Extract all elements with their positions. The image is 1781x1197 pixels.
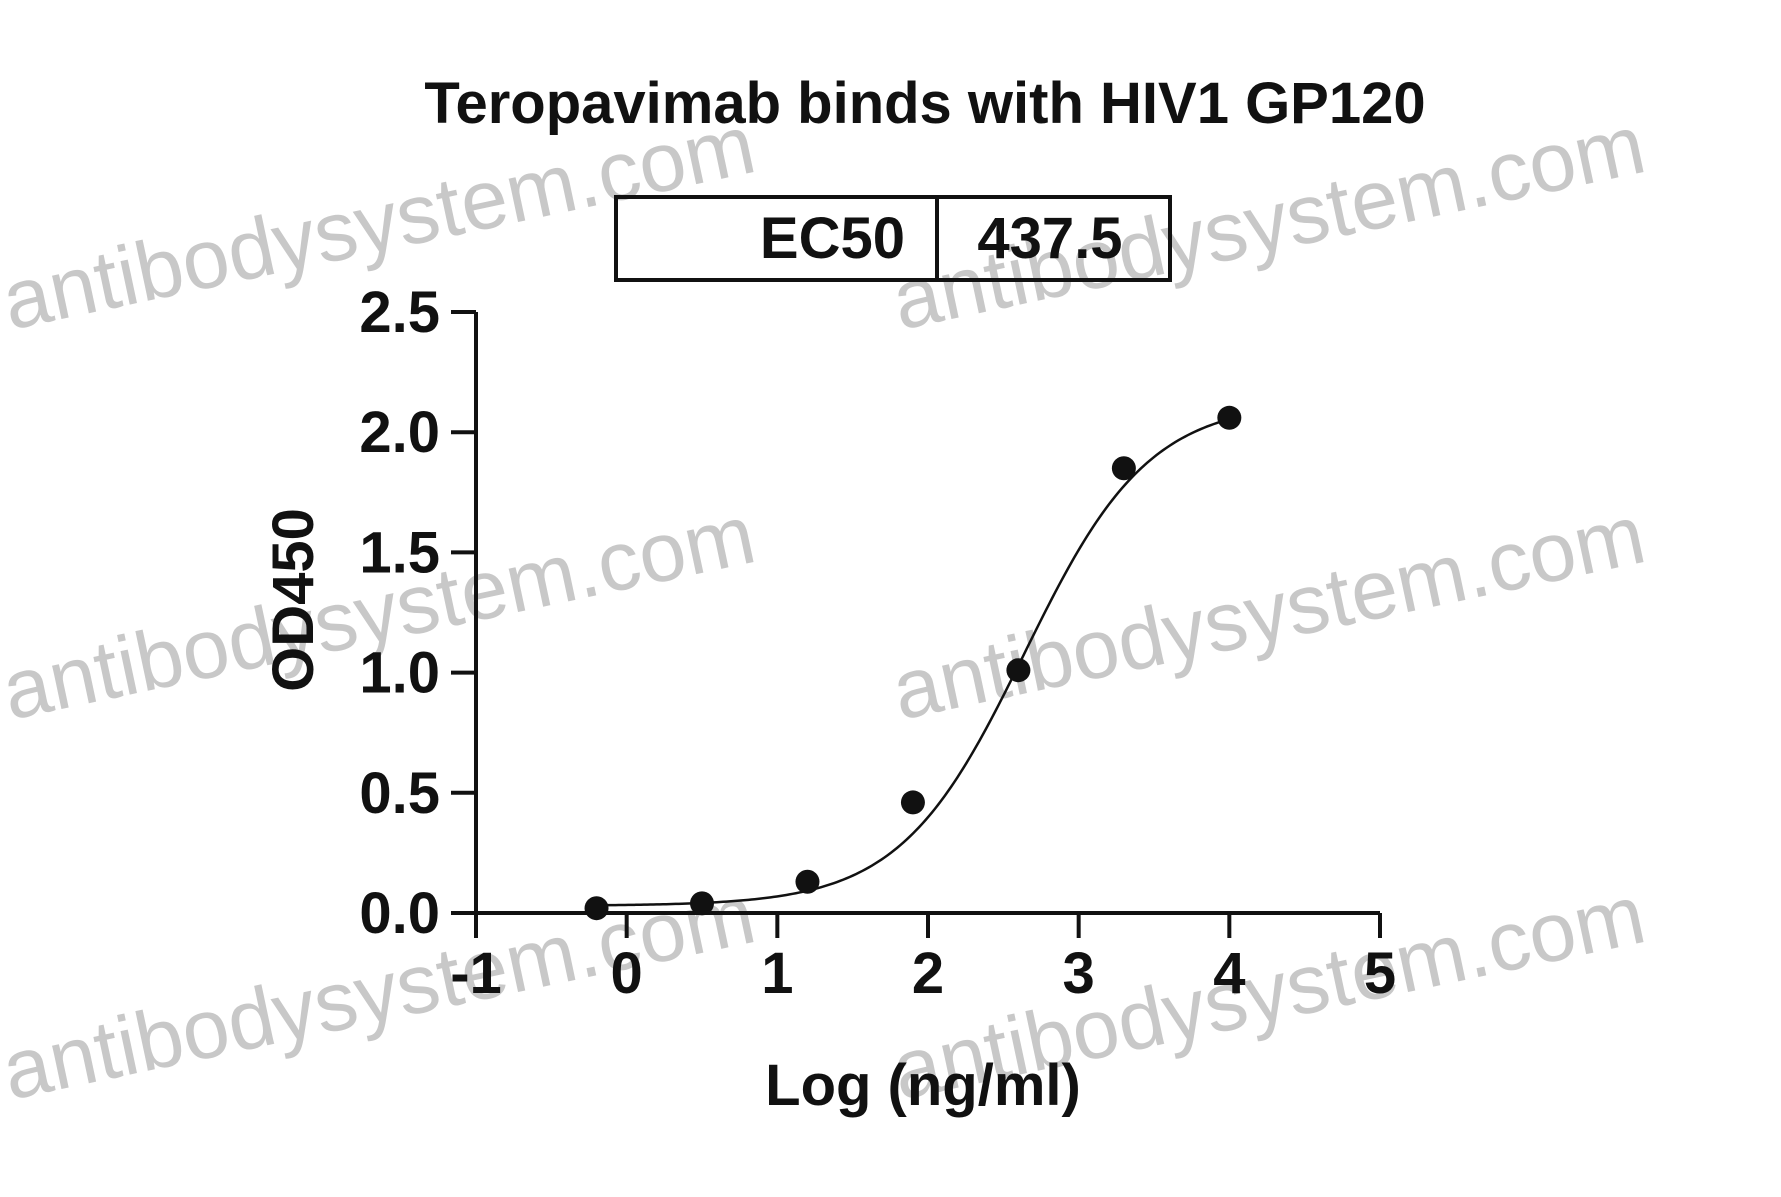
data-point-4 [1006, 658, 1031, 683]
y-tick-label-4: 2.0 [359, 400, 440, 465]
data-point-5 [1111, 456, 1136, 481]
x-tick-label-2: 1 [761, 941, 793, 1006]
x-tick-label-0: -1 [450, 941, 502, 1006]
data-points [584, 405, 1242, 921]
ec50-table: EC50 437.5 [614, 195, 1172, 282]
ec50-value: 437.5 [977, 206, 1122, 271]
watermark-text-4: antibodysystem.com [884, 486, 1652, 737]
ec50-table-border [614, 195, 1172, 282]
y-tick-label-0: 0.0 [359, 881, 440, 946]
data-point-6 [1217, 405, 1242, 430]
x-axis-label: Log (ng/ml) [765, 1053, 1081, 1118]
data-point-3 [900, 790, 925, 815]
y-tick-label-2: 1.0 [359, 641, 440, 706]
y-axis-label: OD450 [261, 508, 326, 692]
x-tick-label-4: 3 [1063, 941, 1095, 1006]
data-point-2 [795, 869, 820, 894]
x-tick-label-5: 4 [1213, 941, 1245, 1006]
y-tick-label-1: 0.5 [359, 761, 440, 826]
data-point-1 [690, 891, 714, 916]
y-tick-label-3: 1.5 [359, 520, 440, 585]
x-tick-label-1: 0 [611, 941, 643, 1006]
data-point-0 [584, 896, 609, 921]
x-tick-label-6: 5 [1364, 941, 1396, 1006]
y-tick-label-5: 2.5 [359, 280, 440, 345]
ec50-label: EC50 [760, 206, 905, 271]
chart-title: Teropavimab binds with HIV1 GP120 [424, 71, 1425, 136]
axes: -1 0 1 2 3 4 5 0.0 0.5 1.0 1.5 2.0 2.5 [359, 280, 1396, 1006]
x-tick-label-3: 2 [912, 941, 944, 1006]
